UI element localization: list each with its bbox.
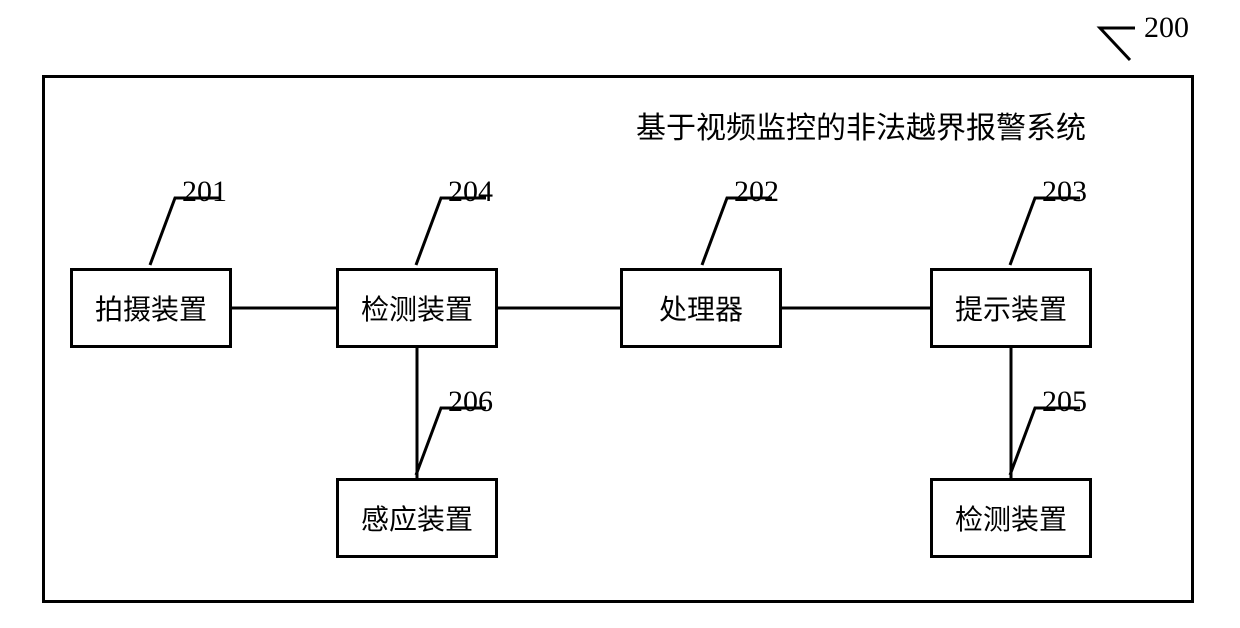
diagram-title: 基于视频监控的非法越界报警系统 xyxy=(636,103,1086,147)
node-camera: 拍摄装置 xyxy=(70,268,232,348)
node-prompt: 提示装置 xyxy=(930,268,1092,348)
node-prompt-ref: 203 xyxy=(1042,175,1087,209)
node-prompt-label: 提示装置 xyxy=(955,288,1067,328)
node-detector2-label: 检测装置 xyxy=(955,498,1067,538)
diagram-canvas: 基于视频监控的非法越界报警系统 200 拍摄装置 201 检测装置 204 处理… xyxy=(0,0,1240,628)
node-processor: 处理器 xyxy=(620,268,782,348)
outer-box-ref-label: 200 xyxy=(1144,11,1189,45)
node-processor-ref: 202 xyxy=(734,175,779,209)
node-detector1-ref: 204 xyxy=(448,175,493,209)
node-camera-ref: 201 xyxy=(182,175,227,209)
node-camera-label: 拍摄装置 xyxy=(95,288,207,328)
node-detector1-label: 检测装置 xyxy=(361,288,473,328)
node-detector2-ref: 205 xyxy=(1042,385,1087,419)
node-detector1: 检测装置 xyxy=(336,268,498,348)
node-sensor-ref: 206 xyxy=(448,385,493,419)
node-sensor-label: 感应装置 xyxy=(361,498,473,538)
leader-outer-200 xyxy=(1100,28,1135,60)
node-sensor: 感应装置 xyxy=(336,478,498,558)
node-processor-label: 处理器 xyxy=(659,288,743,328)
node-detector2: 检测装置 xyxy=(930,478,1092,558)
